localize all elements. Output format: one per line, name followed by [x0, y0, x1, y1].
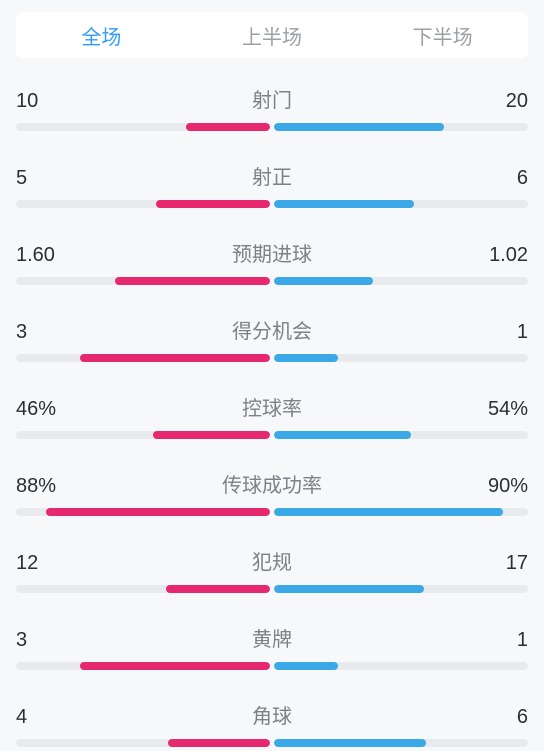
stat-away-value: 1.02 [489, 244, 528, 267]
stat-header: 4角球6 [16, 700, 528, 729]
stat-bar-home-track [16, 662, 270, 670]
stat-bar-away-fill [274, 585, 424, 593]
stat-bar-pair [16, 123, 528, 131]
stat-bar-away-track [274, 431, 528, 439]
stat-bar-home-track [16, 585, 270, 593]
stat-bar-home-track [16, 508, 270, 516]
stat-bar-away-fill [274, 200, 414, 208]
stat-label: 传球成功率 [56, 469, 488, 498]
stat-label: 射门 [38, 84, 506, 113]
stats-list: 10射门205射正61.60预期进球1.023得分机会146%控球率54%88%… [16, 84, 528, 747]
stat-bar-away-fill [274, 508, 503, 516]
stat-bar-home-fill [46, 508, 270, 516]
stat-bar-away-track [274, 123, 528, 131]
stat-bar-pair [16, 200, 528, 208]
stat-header: 12犯规17 [16, 546, 528, 575]
stat-home-value: 12 [16, 552, 38, 575]
tab-first-half[interactable]: 上半场 [187, 12, 358, 58]
stat-bar-home-track [16, 739, 270, 747]
stat-row: 1.60预期进球1.02 [16, 238, 528, 285]
stat-bar-away-fill [274, 123, 444, 131]
stat-header: 1.60预期进球1.02 [16, 238, 528, 267]
stat-bar-home-fill [115, 277, 270, 285]
stat-bar-home-fill [168, 739, 270, 747]
stat-header: 3得分机会1 [16, 315, 528, 344]
stat-bar-away-fill [274, 739, 426, 747]
stat-bar-away-fill [274, 354, 338, 362]
stat-away-value: 1 [517, 321, 528, 344]
stat-home-value: 46% [16, 398, 56, 421]
stat-label: 射正 [27, 161, 517, 190]
stat-bar-away-track [274, 277, 528, 285]
stat-home-value: 10 [16, 90, 38, 113]
stat-bar-home-fill [80, 354, 271, 362]
stat-header: 5射正6 [16, 161, 528, 190]
stat-bar-away-track [274, 200, 528, 208]
stat-label: 得分机会 [27, 315, 517, 344]
stat-header: 88%传球成功率90% [16, 469, 528, 498]
stat-bar-away-fill [274, 431, 411, 439]
stat-home-value: 1.60 [16, 244, 55, 267]
stat-bar-pair [16, 277, 528, 285]
stat-row: 3得分机会1 [16, 315, 528, 362]
stat-row: 46%控球率54% [16, 392, 528, 439]
stat-label: 预期进球 [55, 238, 489, 267]
stat-home-value: 88% [16, 475, 56, 498]
stat-bar-pair [16, 585, 528, 593]
stat-away-value: 20 [506, 90, 528, 113]
stat-row: 12犯规17 [16, 546, 528, 593]
stat-bar-home-fill [186, 123, 270, 131]
stat-bar-away-track [274, 585, 528, 593]
stat-label: 犯规 [38, 546, 506, 575]
stat-row: 88%传球成功率90% [16, 469, 528, 516]
stat-row: 5射正6 [16, 161, 528, 208]
tab-label: 上半场 [242, 21, 302, 50]
stat-bar-home-track [16, 277, 270, 285]
stat-away-value: 6 [517, 706, 528, 729]
stat-bar-home-track [16, 354, 270, 362]
stat-away-value: 17 [506, 552, 528, 575]
stat-bar-away-track [274, 354, 528, 362]
stat-bar-home-track [16, 123, 270, 131]
stat-bar-home-fill [166, 585, 270, 593]
stat-row: 4角球6 [16, 700, 528, 747]
stat-home-value: 4 [16, 706, 27, 729]
stat-bar-pair [16, 662, 528, 670]
stat-header: 3黄牌1 [16, 623, 528, 652]
tab-label: 全场 [81, 21, 121, 50]
stat-away-value: 90% [488, 475, 528, 498]
tab-full-match[interactable]: 全场 [16, 12, 187, 58]
stat-away-value: 1 [517, 629, 528, 652]
stat-row: 10射门20 [16, 84, 528, 131]
stat-bar-away-track [274, 739, 528, 747]
stat-bar-home-fill [156, 200, 270, 208]
stat-home-value: 3 [16, 629, 27, 652]
stat-header: 46%控球率54% [16, 392, 528, 421]
stat-bar-home-track [16, 200, 270, 208]
period-tabs: 全场 上半场 下半场 [16, 12, 528, 58]
stat-bar-pair [16, 739, 528, 747]
stat-home-value: 5 [16, 167, 27, 190]
stat-label: 控球率 [56, 392, 488, 421]
stat-away-value: 6 [517, 167, 528, 190]
stat-bar-home-track [16, 431, 270, 439]
stat-bar-home-fill [153, 431, 270, 439]
stat-bar-away-track [274, 508, 528, 516]
stat-bar-away-fill [274, 277, 373, 285]
stat-label: 角球 [27, 700, 517, 729]
stat-bar-pair [16, 431, 528, 439]
tab-label: 下半场 [413, 21, 473, 50]
stat-label: 黄牌 [27, 623, 517, 652]
stat-row: 3黄牌1 [16, 623, 528, 670]
stat-bar-pair [16, 508, 528, 516]
tab-second-half[interactable]: 下半场 [357, 12, 528, 58]
stat-away-value: 54% [488, 398, 528, 421]
stat-bar-pair [16, 354, 528, 362]
stat-header: 10射门20 [16, 84, 528, 113]
stat-bar-away-track [274, 662, 528, 670]
stat-home-value: 3 [16, 321, 27, 344]
stat-bar-away-fill [274, 662, 338, 670]
stat-bar-home-fill [80, 662, 271, 670]
